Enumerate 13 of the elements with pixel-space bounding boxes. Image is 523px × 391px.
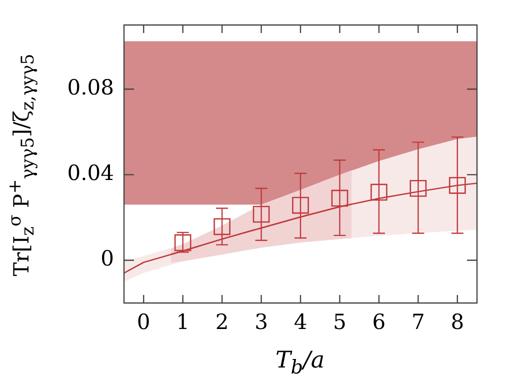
x-tick-label: 8 (450, 310, 464, 334)
x-tick-label: 3 (254, 310, 268, 334)
x-tick-label: 2 (215, 310, 229, 334)
x-tick-label: 4 (294, 310, 308, 334)
y-tick-label: 0 (100, 246, 114, 271)
x-tick-label: 6 (372, 310, 386, 334)
x-tick-label: 0 (136, 310, 150, 334)
x-tick-label: 1 (176, 310, 190, 334)
y-tick-label: 0.04 (67, 161, 114, 186)
x-tick-label: 7 (411, 310, 425, 334)
y-tick-label: 0.08 (67, 76, 114, 100)
x-tick-label: 5 (333, 310, 346, 334)
x-axis-title: T$_{b}$/a (275, 348, 325, 378)
